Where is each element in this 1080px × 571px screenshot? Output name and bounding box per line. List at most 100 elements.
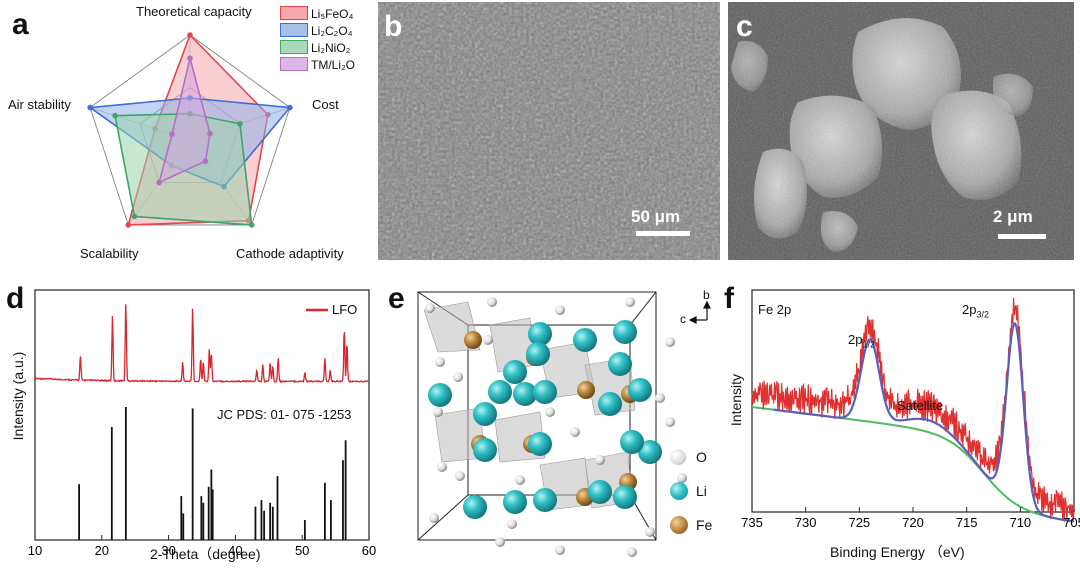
radar-grid-ring <box>89 34 291 226</box>
atom-legend: O Li Fe <box>670 440 712 542</box>
o-atom <box>487 297 497 307</box>
radar-axis-label-air-stability: Air stability <box>8 97 71 112</box>
xrd-pattern-line <box>34 304 370 384</box>
axis-label-b: b <box>703 288 710 302</box>
atoms-group <box>425 297 687 557</box>
li-atom <box>463 495 487 519</box>
radar-series-group <box>87 32 293 228</box>
xrd-tick-label: 40 <box>228 543 242 558</box>
scale-bar-label-c: 2 μm <box>993 207 1033 226</box>
li-atom-swatch <box>670 482 688 500</box>
scale-bar-label-b: 50 μm <box>631 207 681 226</box>
xps-title: Fe 2p <box>758 302 792 317</box>
fe-atom-swatch <box>670 516 688 534</box>
legend-item-li: Li <box>670 474 712 508</box>
o-atom <box>483 335 493 345</box>
radar-point <box>187 55 193 61</box>
radar-chart <box>87 32 293 228</box>
radar-axis-label-theoretical-capacity: Theoretical capacity <box>136 4 252 19</box>
o-atom <box>495 537 505 547</box>
radar-legend: Li₅FeO₄ Li₂C₂O₄ Li₂NiO₂ TM/Li₂O <box>280 6 355 74</box>
xrd-y-axis-label: Intensity (a.u.) <box>10 351 26 441</box>
xrd-chart: 10 20 30 40 50 60 <box>28 289 376 558</box>
radar-series-3 <box>157 57 211 184</box>
o-atom <box>429 513 439 523</box>
legend-swatch-li2c2o4 <box>280 23 308 37</box>
scale-bar-b <box>636 231 690 236</box>
legend-item: Li₂C₂O₄ <box>280 23 355 40</box>
xps-tick-label: 720 <box>902 515 924 530</box>
radar-point <box>207 130 213 137</box>
o-atom <box>555 305 565 315</box>
legend-item: Li₂NiO₂ <box>280 40 355 57</box>
legend-swatch-li2nio2 <box>280 40 308 54</box>
o-atom <box>555 545 565 555</box>
li-atom <box>628 378 652 402</box>
o-atom-swatch <box>670 449 686 465</box>
crystal-structure <box>417 291 711 557</box>
panel-label-d: d <box>6 282 25 315</box>
li-atom <box>528 432 552 456</box>
li-atom <box>613 320 637 344</box>
radar-point <box>248 222 255 228</box>
radar-point <box>202 158 209 165</box>
li-atom <box>513 382 537 406</box>
o-atom <box>627 547 637 557</box>
xrd-tick-label: 50 <box>295 543 309 558</box>
o-atom <box>453 372 463 382</box>
legend-item: Li₅FeO₄ <box>280 6 355 23</box>
panel-label-f: f <box>724 282 734 315</box>
radar-axis-label-scalability: Scalability <box>80 246 139 261</box>
xps-chart: 735 730 725 720 715 710 705 <box>741 289 1080 530</box>
xrd-reference-lines <box>78 407 347 540</box>
o-atom <box>433 407 443 417</box>
xps-x-axis-label: Binding Energy （eV) <box>830 544 965 560</box>
li-atom <box>620 430 644 454</box>
li-atom <box>528 322 552 346</box>
sem-texture <box>378 2 720 260</box>
xrd-tick-label: 10 <box>28 543 42 558</box>
scale-bar-c <box>998 234 1046 239</box>
o-atom <box>625 297 635 307</box>
axis-label-c: c <box>680 312 686 326</box>
li-atom <box>473 402 497 426</box>
panel-b-sem-image: b 50 μm <box>378 2 720 260</box>
radar-point <box>187 32 193 38</box>
li-atom <box>573 328 597 352</box>
o-atom <box>677 473 687 483</box>
axis-indicator <box>688 300 711 324</box>
panel-label-b: b <box>384 10 403 43</box>
radar-point <box>156 179 162 186</box>
peak-label-2p12: 2p1/2 <box>848 332 875 350</box>
panel-label-e: e <box>388 282 405 315</box>
legend-item: TM/Li₂O <box>280 57 355 74</box>
li-atom <box>533 488 557 512</box>
fe-atom <box>464 331 482 349</box>
radar-point <box>287 104 293 111</box>
legend-swatch-tmli2o <box>280 57 308 71</box>
radar-point <box>237 120 243 127</box>
xps-fit-line <box>773 322 1075 523</box>
panel-d: d 10 20 30 40 50 60 LFO JC PDS: 01- 075 -1253… <box>0 280 380 566</box>
o-atom <box>435 357 445 367</box>
radar-point <box>131 213 138 220</box>
xps-y-axis-label: Intensity <box>728 373 744 427</box>
o-atom <box>545 407 555 417</box>
panel-label-a: a <box>12 8 29 41</box>
panel-a: a Theoretical capacity Cost Cathode adap… <box>0 0 370 270</box>
panel-f: f 735 730 725 720 715 710 705 Fe 2p 2p1/2 2p3/… <box>720 280 1080 566</box>
o-atom <box>645 527 655 537</box>
li-atom <box>598 392 622 416</box>
panel-e: e <box>380 280 720 566</box>
peak-label-2p32: 2p3/2 <box>962 302 989 320</box>
xrd-x-axis-label: 2-Theta（degree) <box>150 546 261 562</box>
xps-tick-label: 710 <box>1009 515 1031 530</box>
radar-point <box>112 112 118 119</box>
li-atom <box>638 440 662 464</box>
o-atom <box>425 303 435 313</box>
o-atom <box>455 471 465 481</box>
o-atom <box>665 417 675 427</box>
li-atom <box>503 490 527 514</box>
sem-particles <box>728 2 1074 260</box>
xrd-x-ticks: 10 20 30 40 50 60 <box>28 535 376 558</box>
